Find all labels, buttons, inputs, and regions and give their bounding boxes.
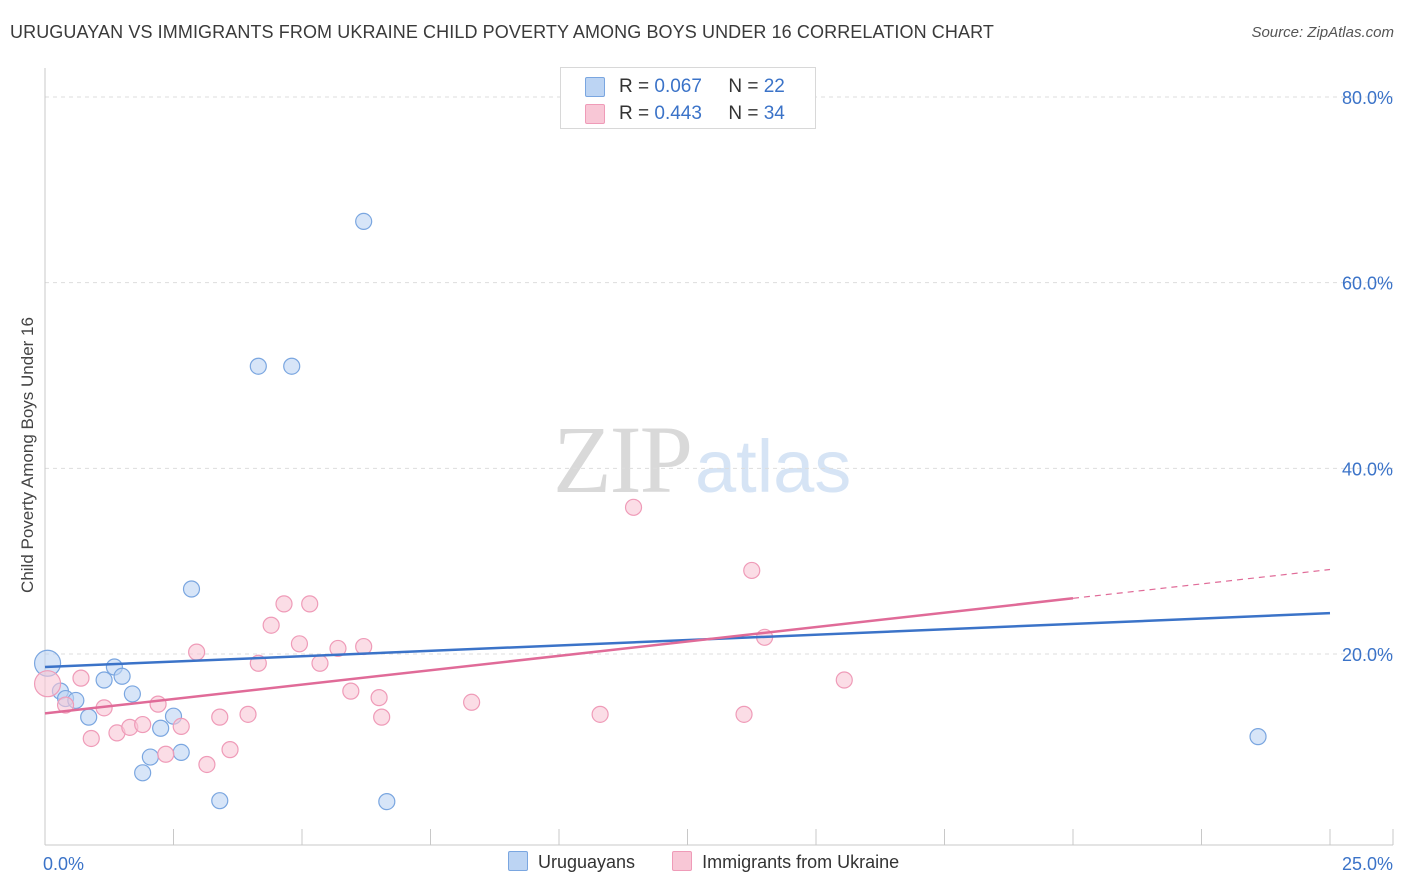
ukraine-point <box>835 671 853 689</box>
legend-swatch-pink <box>585 104 605 124</box>
x-tick-label: 25.0% <box>1342 854 1393 874</box>
ukraine-point <box>198 755 216 774</box>
ukraine-point <box>275 595 293 613</box>
legend-n-value: 22 <box>763 76 785 97</box>
x-tick-label: 0.0% <box>43 854 84 874</box>
uruguayan-point <box>123 685 141 703</box>
ukraine-point <box>172 717 190 736</box>
ukraine-point <box>463 693 481 711</box>
correlation-legend: R = 0.067 N = 22 R = 0.443 N = 34 <box>560 67 816 129</box>
uruguayan-point <box>378 793 396 811</box>
ukraine-point <box>149 695 167 713</box>
watermark-zip: ZIP <box>553 406 693 513</box>
ukraine-point <box>239 705 257 723</box>
ukraine-point <box>373 708 391 726</box>
uruguayan-point <box>95 671 113 689</box>
source-label: Source: ZipAtlas.com <box>1251 24 1394 41</box>
ukraine-point <box>262 616 280 634</box>
ukraine-point <box>56 696 75 714</box>
uruguayan-point <box>283 357 301 375</box>
uruguayan-point <box>134 764 152 782</box>
ukraine-point <box>134 715 152 734</box>
uruguayan-point <box>141 748 159 766</box>
ukraine-point <box>329 639 347 658</box>
ukraine-point <box>211 708 229 726</box>
y-tick-label: 40.0% <box>1342 459 1393 479</box>
y-tick-label: 20.0% <box>1342 645 1393 665</box>
uruguayan-point <box>80 708 98 726</box>
y-tick-label: 80.0% <box>1342 88 1393 108</box>
uruguayan-point <box>152 719 170 737</box>
legend-r-label: R = <box>619 103 650 124</box>
ukraine-point <box>311 654 329 672</box>
uruguayan-point <box>249 357 267 375</box>
ukraine-point <box>624 498 643 516</box>
ukraine-point <box>735 705 753 723</box>
ukraine-point <box>301 595 319 613</box>
ukraine-point <box>33 670 62 698</box>
ukraine-point <box>188 643 206 661</box>
watermark: ZIPatlas <box>553 404 851 515</box>
series-legend: Uruguayans Immigrants from Ukraine <box>508 851 931 873</box>
uruguayan-point <box>355 212 373 230</box>
ukraine-trendline-extension <box>1072 568 1331 599</box>
legend-r-value: 0.443 <box>654 103 702 124</box>
ukraine-point <box>221 741 239 759</box>
uruguayan-point <box>172 743 190 762</box>
legend-item-uruguayans: Uruguayans <box>508 851 635 873</box>
ukraine-point <box>72 669 90 687</box>
uruguayan-point <box>113 667 131 685</box>
ukraine-point <box>157 745 175 763</box>
chart-title: URUGUAYAN VS IMMIGRANTS FROM UKRAINE CHI… <box>10 22 994 42</box>
legend-n-label: N = <box>728 103 759 124</box>
legend-item-ukraine: Immigrants from Ukraine <box>672 851 899 873</box>
legend-label-uruguayans: Uruguayans <box>538 852 636 872</box>
y-tick-label: 60.0% <box>1342 274 1393 294</box>
ukraine-point <box>591 705 609 723</box>
legend-swatch-blue <box>508 851 528 871</box>
legend-swatch-pink <box>672 851 693 871</box>
watermark-atlas: atlas <box>695 425 852 508</box>
ukraine-point <box>370 689 388 707</box>
legend-swatch-blue <box>585 77 605 97</box>
uruguayan-point <box>1249 728 1267 746</box>
ukraine-point <box>290 635 309 653</box>
uruguayan-point <box>211 792 229 810</box>
legend-label-ukraine: Immigrants from Ukraine <box>702 852 900 872</box>
legend-n-label: N = <box>728 76 759 97</box>
legend-n-value: 34 <box>763 103 785 124</box>
ukraine-point <box>82 729 100 748</box>
uruguayan-trendline <box>44 611 1331 669</box>
legend-r-label: R = <box>619 76 650 97</box>
ukraine-trendline <box>44 597 1074 715</box>
ukraine-point <box>342 682 360 700</box>
legend-r-value: 0.067 <box>654 76 702 97</box>
ukraine-point <box>743 561 761 580</box>
uruguayan-point <box>182 580 201 598</box>
